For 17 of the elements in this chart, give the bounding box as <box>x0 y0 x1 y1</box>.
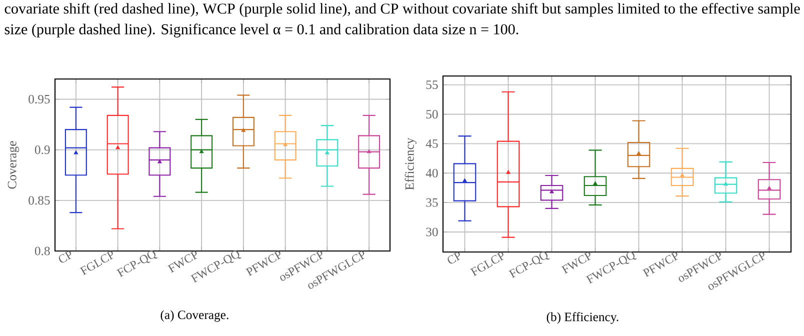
y-tick-label: 45 <box>426 139 438 148</box>
text: (b) Efficiency. <box>546 312 618 324</box>
y-axis-title: Efficiency <box>404 138 416 190</box>
y-tick-label: 0.95 <box>28 94 50 104</box>
x-tick-label: CP <box>448 252 460 264</box>
x-tick-label: CP <box>58 251 72 263</box>
text: covariate shift (red dashed line), WCP (purple solid line), and CP without covariate shift but samples limited to the effective sample size (purple dashed line). Significance level α = 0.1 and calibration data size n = 100. <box>4 2 800 38</box>
y-tick-label: 30 <box>426 228 438 236</box>
y-tick-label: 0.9 <box>34 146 50 154</box>
y-axis-title: Coverage <box>8 141 19 189</box>
y-tick-label: 0.8 <box>34 246 50 256</box>
y-tick-label: 40 <box>426 168 438 178</box>
y-tick-label: 35 <box>426 198 438 207</box>
y-tick-label: 55 <box>426 80 438 90</box>
y-tick-label: 50 <box>426 110 438 119</box>
y-tick-label: 0.85 <box>28 196 50 205</box>
text: (a) Coverage. <box>160 310 228 322</box>
